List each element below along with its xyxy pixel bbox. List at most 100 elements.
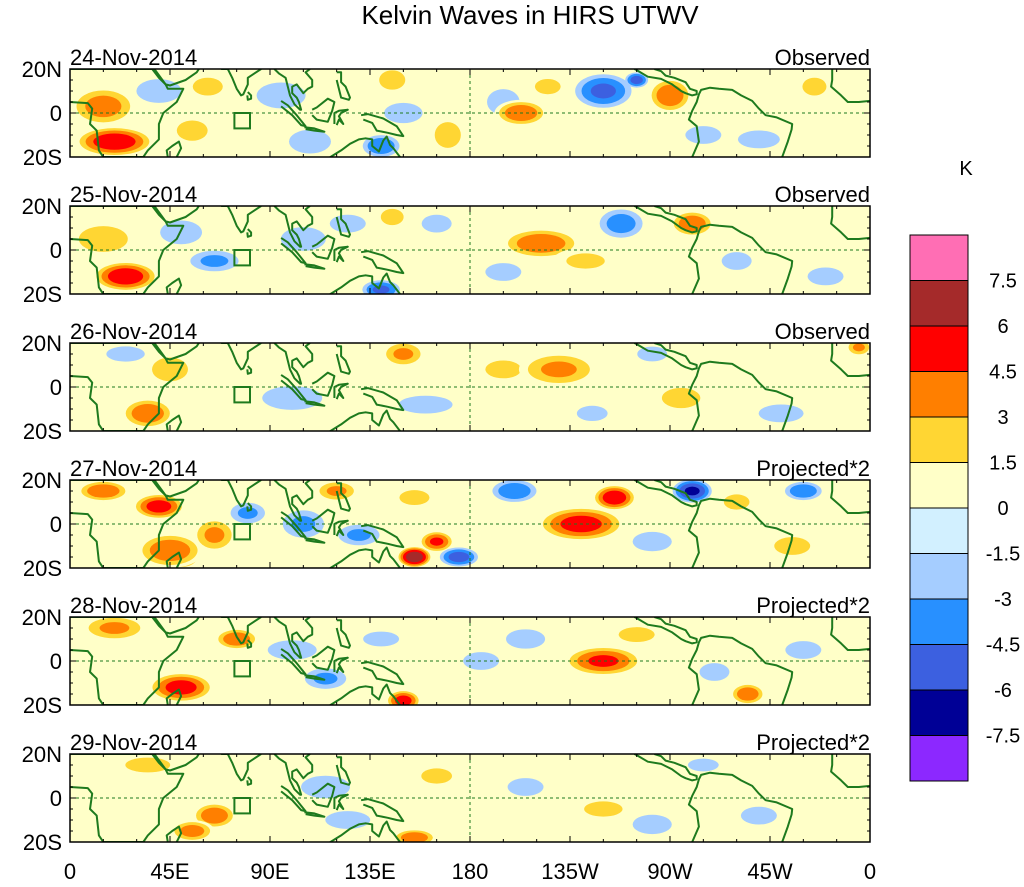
coastline-arabia <box>153 754 200 772</box>
anomaly-blob <box>76 480 130 502</box>
coastline-sumatra <box>280 648 307 676</box>
contour-level <box>852 343 865 352</box>
anomaly-blob <box>396 546 433 568</box>
anomaly-blob <box>289 129 331 154</box>
anomaly-blob <box>214 628 259 650</box>
lat-tick-label: 20S <box>23 556 62 581</box>
coastline-central-america <box>633 69 698 97</box>
coastline-australia <box>322 546 401 568</box>
colorbar-swatch <box>909 325 969 372</box>
contour-level <box>590 83 616 99</box>
coastline-java <box>304 811 326 818</box>
lat-tick-label: 0 <box>50 375 62 400</box>
coastlines <box>70 754 870 842</box>
chart-title: Kelvin Waves in HIRS UTWV <box>361 0 699 30</box>
colorbar-swatch <box>909 598 969 645</box>
contour-level <box>393 348 414 360</box>
colorbar-unit-label: K <box>959 158 973 180</box>
contour-level <box>176 120 208 141</box>
colorbar-level-label: 7.5 <box>989 271 1017 293</box>
coastline-new-guinea <box>360 524 405 549</box>
coastline-arabia <box>153 480 200 498</box>
contour-level <box>485 360 522 379</box>
anomaly-blob <box>476 356 530 383</box>
anomaly-blob <box>376 206 408 228</box>
contour-level <box>785 641 822 659</box>
anomaly-blob <box>418 530 455 553</box>
anomaly-blob <box>505 629 546 649</box>
reference-box <box>233 660 251 678</box>
anomaly-blob <box>785 641 822 659</box>
anomaly-blob <box>190 250 239 272</box>
contour-level <box>200 807 228 824</box>
lat-tick-label: 20S <box>23 145 62 170</box>
coastlines <box>70 480 870 568</box>
contour-level <box>807 267 844 286</box>
coastline-philippines <box>335 482 351 512</box>
anomaly-blob <box>392 828 437 842</box>
colorbar-level-label: 1.5 <box>989 453 1017 475</box>
anomaly-blob <box>492 480 537 502</box>
coastline-arabia <box>153 206 200 224</box>
lat-tick-label: 20N <box>22 605 62 630</box>
contour-level <box>398 395 453 414</box>
contour-level <box>346 529 371 541</box>
anomaly-blob <box>430 117 466 153</box>
anomaly-blob <box>325 811 371 829</box>
coastline-india <box>221 343 262 371</box>
contour-level <box>165 680 197 695</box>
colorbar-level-label: 6 <box>997 316 1008 338</box>
coastline-new-guinea <box>360 661 405 686</box>
colorbar-level-label: -1.5 <box>986 544 1020 566</box>
coastline-indochina <box>273 206 314 248</box>
contour-level <box>106 346 145 362</box>
panel-date: 28-Nov-2014 <box>70 593 197 618</box>
coastline-south-america <box>687 771 794 842</box>
coastline-sri-lanka <box>246 365 253 375</box>
anomaly-blob <box>737 130 780 149</box>
contour-level <box>576 405 608 422</box>
anomaly-blob <box>507 778 544 796</box>
coastline-sri-lanka <box>246 776 253 786</box>
anomaly-blob <box>230 502 265 524</box>
panels-group: 20N 0 20S 24-Nov-2014 Observed 20N 0 20S 25-Nov-… <box>22 45 871 855</box>
coastline-indochina <box>273 69 314 111</box>
colorbar-swatch <box>909 416 969 463</box>
anomaly-blob <box>136 532 204 568</box>
coastline-borneo <box>311 234 336 260</box>
coastline-central-america <box>633 206 698 234</box>
lon-tick-label: 90E <box>250 859 289 884</box>
reference-box <box>233 797 251 815</box>
anomaly-blob <box>398 395 453 414</box>
contour-level <box>204 527 225 543</box>
anomaly-blob <box>647 77 693 113</box>
panel-field <box>70 480 870 568</box>
coastline-south-america <box>687 223 794 294</box>
anomaly-blob <box>147 672 215 703</box>
coastline-new-guinea <box>360 387 405 412</box>
anomaly-blob <box>765 532 819 560</box>
colorbar-swatch <box>909 234 969 281</box>
contour-level <box>541 361 577 378</box>
lon-tick-label: 135W <box>541 859 599 884</box>
coastline-java <box>304 400 326 407</box>
coastline-new-guinea <box>360 250 405 275</box>
panel-label: Projected*2 <box>756 730 870 755</box>
anomaly-blob <box>143 351 197 387</box>
anomaly-blob <box>625 72 649 88</box>
contour-level <box>131 404 164 423</box>
coastline-madagascar <box>165 414 183 431</box>
anomaly-blob <box>92 261 159 292</box>
coastline-borneo <box>311 371 336 397</box>
contour-level <box>656 84 684 107</box>
coastline-central-america <box>633 617 698 645</box>
anomaly-blob <box>170 820 215 842</box>
anomaly-blob <box>381 343 426 368</box>
contour-level <box>107 268 144 285</box>
panel-2: 20N 0 20S 25-Nov-2014 Observed <box>22 182 871 307</box>
panel-field <box>70 206 870 294</box>
coastline-java <box>304 126 326 133</box>
coastline-madagascar <box>165 688 183 705</box>
lon-tick-label: 180 <box>452 859 489 884</box>
colorbar-swatch <box>909 735 969 782</box>
